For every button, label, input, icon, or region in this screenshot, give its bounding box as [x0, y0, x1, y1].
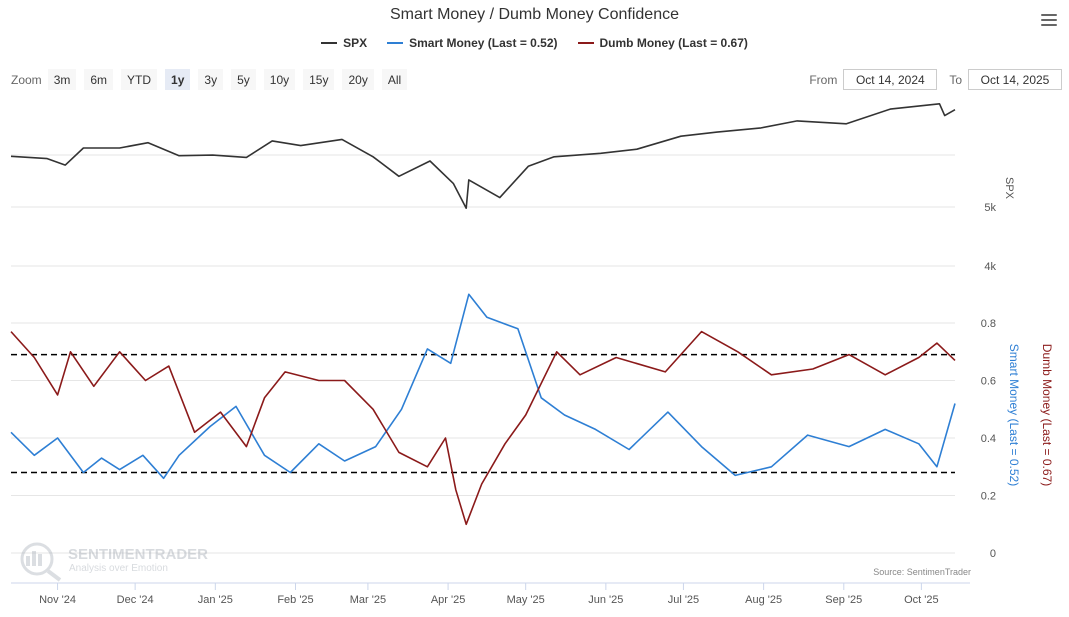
x-tick-label: Aug '25: [745, 594, 782, 606]
spx-tick-label: 4k: [984, 261, 996, 273]
dumb-money-axis-title: Dumb Money (Last = 0.67): [1040, 344, 1054, 486]
watermark-logo: SENTIMENTRADER Analysis over Emotion: [20, 542, 208, 582]
zoom-ytd-button[interactable]: YTD: [121, 69, 158, 90]
x-tick-label: Jan '25: [198, 594, 233, 606]
legend-label-spx: SPX: [343, 36, 368, 50]
zoom-20y-button[interactable]: 20y: [342, 69, 374, 90]
legend-label-dumb-money: Dumb Money (Last = 0.67): [599, 36, 748, 50]
chart-title: Smart Money / Dumb Money Confidence: [389, 6, 679, 23]
zoom-3m-button[interactable]: 3m: [47, 69, 77, 90]
zoom-1y-button[interactable]: 1y: [165, 69, 191, 90]
legend-swatch-spx: [321, 42, 338, 44]
spx-line: [10, 103, 956, 209]
smart-money-axis-title: Smart Money (Last = 0.52): [1007, 344, 1021, 486]
x-tick-label: Apr '25: [431, 594, 466, 606]
x-tick-label: Jun '25: [588, 594, 623, 606]
spx-axis-title: SPX: [1003, 177, 1015, 200]
legend-item-dumb-money[interactable]: Dumb Money (Last = 0.67): [577, 36, 748, 50]
confidence-tick-label: 0: [990, 548, 996, 560]
to-date-input[interactable]: [968, 69, 1062, 90]
watermark-name: SENTIMENTRADER: [68, 546, 208, 563]
confidence-tick-label: 0.6: [981, 376, 996, 388]
watermark-tagline: Analysis over Emotion: [69, 563, 168, 574]
legend-label-smart-money: Smart Money (Last = 0.52): [409, 36, 558, 50]
legend-item-spx[interactable]: SPX: [321, 36, 367, 50]
confidence-tick-label: 0.8: [981, 318, 996, 330]
smart-money-line: [10, 293, 956, 480]
x-tick-label: Nov '24: [39, 594, 76, 606]
legend-swatch-dumb-money: [577, 42, 594, 44]
legend-item-smart-money[interactable]: Smart Money (Last = 0.52): [387, 36, 558, 50]
zoom-3y-button[interactable]: 3y: [198, 69, 224, 90]
to-label: To: [949, 72, 962, 87]
source-credit: Source: SentimenTrader: [873, 567, 971, 577]
zoom-5y-button[interactable]: 5y: [231, 69, 256, 90]
zoom-6m-button[interactable]: 6m: [84, 69, 114, 90]
spx-tick-label: 5k: [984, 202, 996, 214]
from-label: From: [809, 72, 838, 87]
legend-swatch-smart-money: [387, 42, 404, 44]
x-tick-label: Dec '24: [117, 594, 154, 606]
zoom-bar: Zoom 3m 6m YTD 1y 3y 5y 10y 15y 20y All: [11, 69, 415, 90]
date-range: From To: [797, 69, 1062, 90]
zoom-10y-button[interactable]: 10y: [263, 69, 296, 90]
confidence-tick-label: 0.4: [981, 433, 996, 445]
series-layer: [10, 103, 956, 526]
axes: 4k 5k SPX 0 0.2 0.4 0.6 0.8 Smart Money (Last = …: [11, 177, 1054, 606]
confidence-tick-label: 0.2: [981, 491, 996, 503]
from-date-input[interactable]: [843, 69, 938, 90]
x-tick-label: Feb '25: [277, 594, 313, 606]
x-tick-label: Oct '25: [904, 594, 939, 606]
watermark-magnifier-icon: [20, 542, 54, 576]
zoom-15y-button[interactable]: 15y: [303, 69, 335, 90]
grid-lines: [11, 154, 955, 554]
x-tick-label: Sep '25: [825, 594, 862, 606]
legend: SPX Smart Money (Last = 0.52) Dumb Money…: [0, 36, 1069, 50]
zoom-all-button[interactable]: All: [381, 69, 408, 90]
x-tick-label: May '25: [507, 594, 545, 606]
dumb-money-line: [10, 330, 956, 526]
x-tick-label: Jul '25: [668, 594, 699, 606]
zoom-label: Zoom: [11, 72, 42, 87]
hamburger-menu-icon[interactable]: [1041, 14, 1057, 29]
x-tick-label: Mar '25: [350, 594, 386, 606]
threshold-lines: [11, 353, 955, 474]
